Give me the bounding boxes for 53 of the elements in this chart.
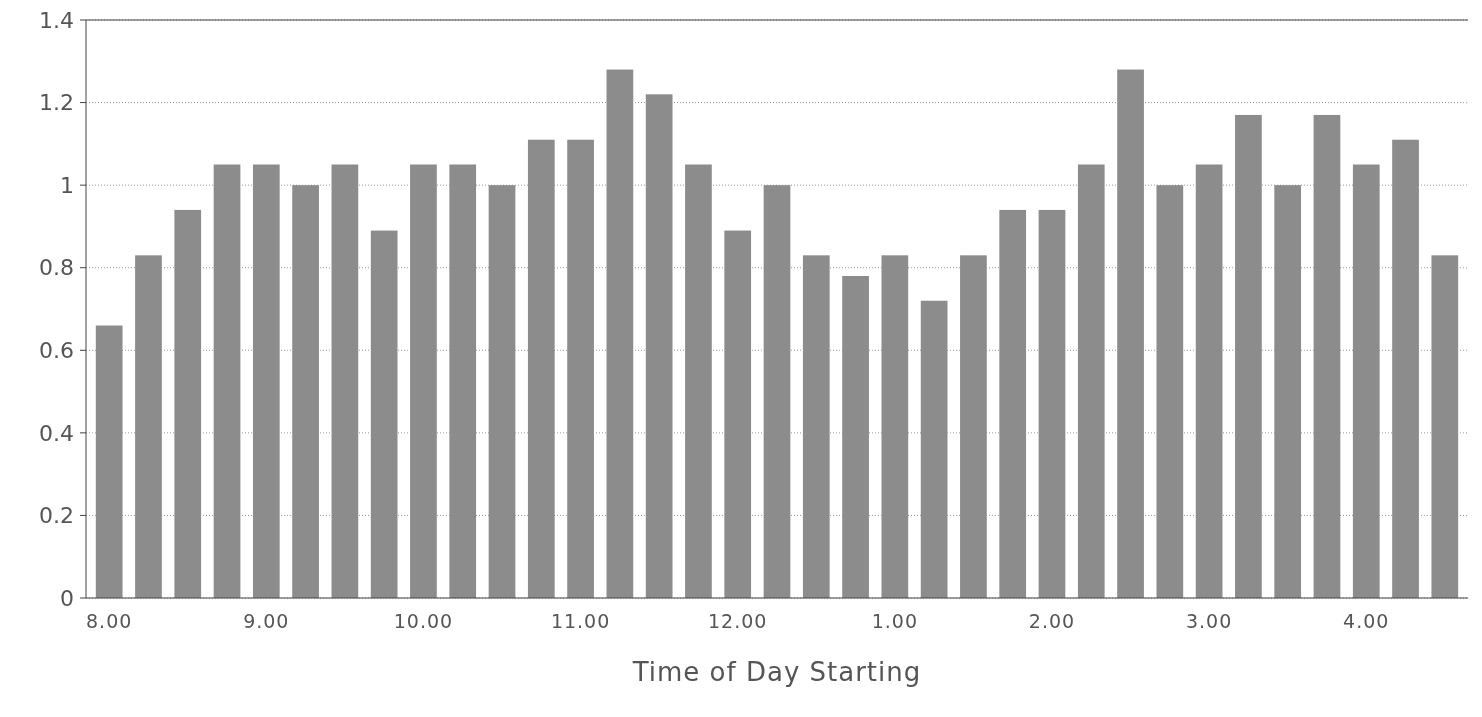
bar — [645, 94, 673, 598]
bar — [999, 209, 1027, 598]
bar — [1156, 185, 1184, 598]
bar — [95, 325, 123, 598]
bar — [527, 139, 555, 598]
bar — [802, 255, 830, 598]
bar — [1038, 209, 1066, 598]
bar — [763, 185, 791, 598]
x-tick-label: 10.00 — [393, 610, 454, 632]
y-tick-label: 1.4 — [39, 7, 74, 33]
bar — [370, 230, 398, 598]
bar — [1077, 164, 1105, 598]
bar — [135, 255, 162, 598]
x-tick-label: 2.00 — [1028, 610, 1076, 632]
bar — [1392, 139, 1419, 598]
y-tick-label: 0 — [60, 585, 74, 611]
y-tick-label: 0.4 — [39, 420, 74, 446]
y-tick-label: 1.2 — [39, 90, 74, 116]
x-tick-label: 9.00 — [243, 610, 290, 632]
bar — [252, 164, 280, 598]
bar — [724, 230, 752, 598]
y-tick-label: 0.8 — [39, 255, 74, 281]
bar — [1352, 164, 1380, 598]
bar — [174, 209, 202, 598]
bar — [1274, 185, 1302, 598]
bar — [213, 164, 241, 598]
bar — [881, 255, 909, 598]
bar — [331, 164, 359, 598]
x-tick-label: 3.00 — [1185, 610, 1233, 632]
bar — [567, 139, 594, 598]
bar — [449, 164, 477, 598]
y-tick-label: 1 — [60, 172, 74, 198]
bar — [1117, 69, 1144, 598]
y-tick-label: 0.2 — [39, 503, 74, 529]
x-tick-label: 4.00 — [1343, 610, 1390, 632]
bar — [606, 69, 634, 598]
bar — [1195, 164, 1223, 598]
x-tick-label: 1.00 — [871, 610, 919, 632]
bar — [488, 185, 516, 598]
bar — [1431, 255, 1459, 598]
y-tick-label: 0.6 — [39, 337, 74, 363]
x-tick-label: 8.00 — [86, 610, 133, 632]
bar — [960, 255, 987, 598]
bar — [920, 300, 948, 598]
x-axis-title: Time of Day Starting — [631, 657, 922, 687]
bar — [842, 275, 869, 598]
x-tick-label: 12.00 — [708, 610, 768, 632]
bar — [1235, 114, 1262, 598]
bar — [1313, 114, 1341, 598]
x-tick-label: 11.00 — [550, 610, 611, 632]
bar — [685, 164, 712, 598]
bar — [410, 164, 437, 598]
bar — [292, 185, 319, 598]
